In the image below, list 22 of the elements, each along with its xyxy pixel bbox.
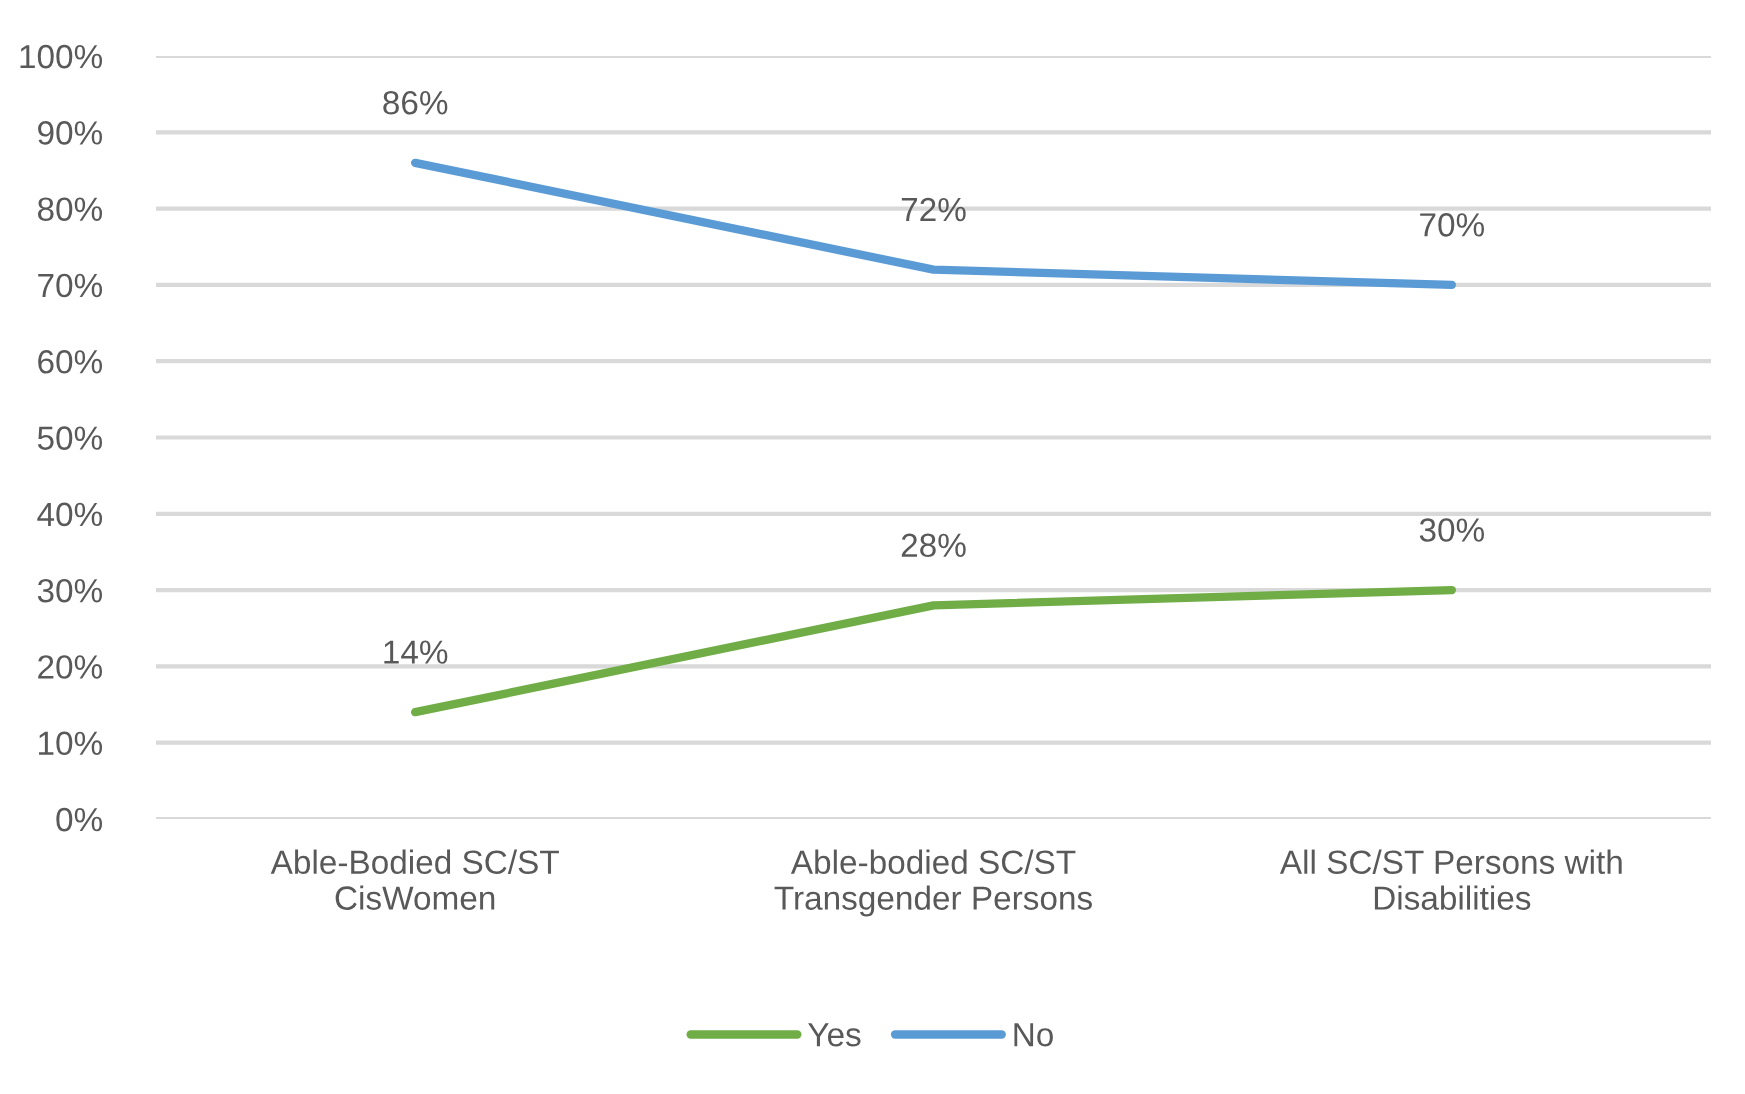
y-tick-label: 0% [56,807,103,832]
x-tick-label: Able-Bodied SC/ST CisWomen [270,849,559,910]
data-label: 28% [901,533,966,558]
data-label: 70% [1420,213,1485,237]
y-tick-label: 30% [37,578,103,603]
x-tick-label: Able-bodied SC/ST Transgender Persons [774,849,1092,917]
data-label: 14% [384,640,448,664]
x-tick-label: All SC/ST Persons with Disabilities [1279,849,1622,910]
y-tick-label: 80% [37,197,103,222]
y-tick-label: 40% [37,502,103,527]
legend-label: Yes [808,1023,861,1047]
data-label: 72% [901,197,966,222]
y-tick-label: 50% [37,426,103,450]
data-label: 86% [383,90,448,115]
y-tick-label: 70% [38,273,103,298]
y-tick-label: 60% [38,350,103,374]
y-tick-label: 90% [38,121,103,145]
y-tick-label: 20% [38,655,103,679]
y-tick-label: 100% [20,44,103,69]
legend-label: No [1014,1023,1053,1047]
data-label: 30% [1419,518,1485,542]
y-tick-label: 10% [39,731,103,756]
